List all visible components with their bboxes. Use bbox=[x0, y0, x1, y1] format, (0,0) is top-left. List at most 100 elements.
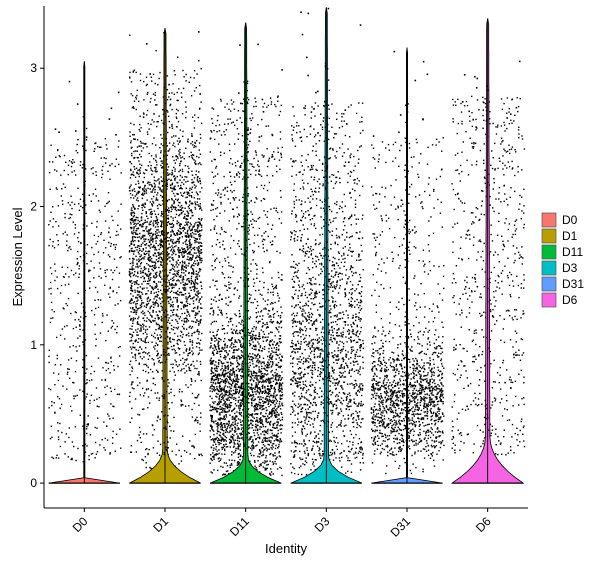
data-point bbox=[262, 385, 264, 387]
data-point bbox=[265, 381, 268, 383]
data-point bbox=[139, 123, 141, 126]
data-point bbox=[229, 189, 232, 192]
data-point bbox=[160, 143, 162, 145]
data-point bbox=[224, 435, 226, 438]
data-point bbox=[268, 437, 270, 439]
data-point bbox=[145, 228, 147, 230]
data-point bbox=[67, 371, 69, 373]
data-point bbox=[184, 165, 187, 167]
data-point bbox=[191, 141, 194, 143]
data-point bbox=[232, 266, 234, 268]
data-point bbox=[171, 301, 174, 303]
data-point bbox=[210, 345, 212, 347]
data-point bbox=[166, 99, 169, 101]
data-point bbox=[217, 458, 219, 460]
data-point bbox=[114, 304, 116, 306]
data-point bbox=[264, 401, 266, 404]
data-point bbox=[189, 341, 192, 343]
data-point bbox=[130, 212, 132, 214]
data-point bbox=[239, 403, 241, 405]
data-point bbox=[167, 174, 169, 176]
data-point bbox=[239, 340, 241, 342]
data-point bbox=[145, 211, 147, 213]
data-point bbox=[136, 283, 138, 285]
data-point bbox=[56, 276, 58, 278]
data-point bbox=[279, 383, 282, 385]
data-point bbox=[218, 457, 220, 459]
data-point bbox=[255, 345, 257, 348]
data-point bbox=[274, 409, 277, 411]
data-point bbox=[257, 337, 259, 340]
data-point bbox=[241, 351, 243, 353]
data-point bbox=[185, 202, 187, 204]
data-point bbox=[224, 345, 226, 347]
data-point bbox=[131, 152, 133, 155]
data-point bbox=[135, 311, 138, 313]
data-point bbox=[229, 383, 231, 385]
data-point bbox=[185, 243, 187, 245]
data-point bbox=[176, 328, 179, 330]
data-point bbox=[275, 375, 278, 377]
data-point bbox=[218, 418, 220, 421]
data-point bbox=[255, 374, 258, 377]
data-point bbox=[269, 390, 271, 392]
data-point bbox=[168, 253, 170, 255]
data-point bbox=[144, 244, 146, 246]
data-point bbox=[228, 406, 230, 408]
data-point bbox=[211, 307, 213, 309]
data-point bbox=[263, 333, 266, 335]
data-point bbox=[274, 390, 276, 392]
data-point bbox=[280, 360, 283, 362]
data-point bbox=[176, 340, 179, 342]
data-point bbox=[188, 259, 190, 261]
data-point bbox=[230, 184, 233, 186]
data-point bbox=[154, 320, 156, 322]
data-point bbox=[220, 436, 222, 438]
data-point bbox=[179, 249, 181, 251]
data-point bbox=[143, 113, 145, 115]
data-point bbox=[177, 193, 179, 195]
data-point bbox=[188, 271, 190, 274]
data-point bbox=[224, 453, 226, 455]
data-point bbox=[261, 240, 264, 242]
data-point bbox=[268, 439, 270, 441]
data-point bbox=[199, 137, 202, 139]
data-point bbox=[274, 397, 277, 400]
data-point bbox=[212, 314, 214, 316]
data-point bbox=[220, 396, 223, 398]
data-point bbox=[57, 205, 60, 207]
data-point bbox=[255, 382, 257, 384]
data-point bbox=[195, 256, 198, 259]
data-point bbox=[273, 407, 275, 409]
data-point bbox=[161, 191, 163, 193]
data-point bbox=[176, 443, 178, 445]
data-point bbox=[199, 322, 202, 324]
data-point bbox=[191, 133, 193, 135]
data-point bbox=[67, 456, 69, 458]
data-point bbox=[133, 174, 135, 177]
data-point bbox=[179, 291, 181, 294]
data-point bbox=[57, 396, 59, 398]
data-point bbox=[85, 315, 87, 318]
data-point bbox=[243, 98, 245, 100]
data-point bbox=[152, 265, 154, 267]
data-point bbox=[181, 156, 184, 158]
data-point bbox=[170, 187, 172, 189]
data-point bbox=[92, 172, 94, 175]
data-point bbox=[229, 346, 231, 348]
data-point bbox=[278, 326, 280, 328]
data-point bbox=[227, 324, 229, 327]
data-point bbox=[250, 294, 252, 296]
data-point bbox=[183, 255, 185, 257]
data-point bbox=[215, 389, 217, 391]
data-point bbox=[168, 120, 171, 123]
data-point bbox=[49, 238, 51, 241]
data-point bbox=[114, 450, 116, 452]
data-point bbox=[220, 401, 222, 403]
data-point bbox=[232, 121, 234, 123]
data-point bbox=[174, 74, 176, 76]
data-point bbox=[255, 169, 257, 172]
data-point bbox=[145, 142, 147, 145]
data-point bbox=[156, 237, 158, 239]
data-point bbox=[200, 101, 202, 103]
